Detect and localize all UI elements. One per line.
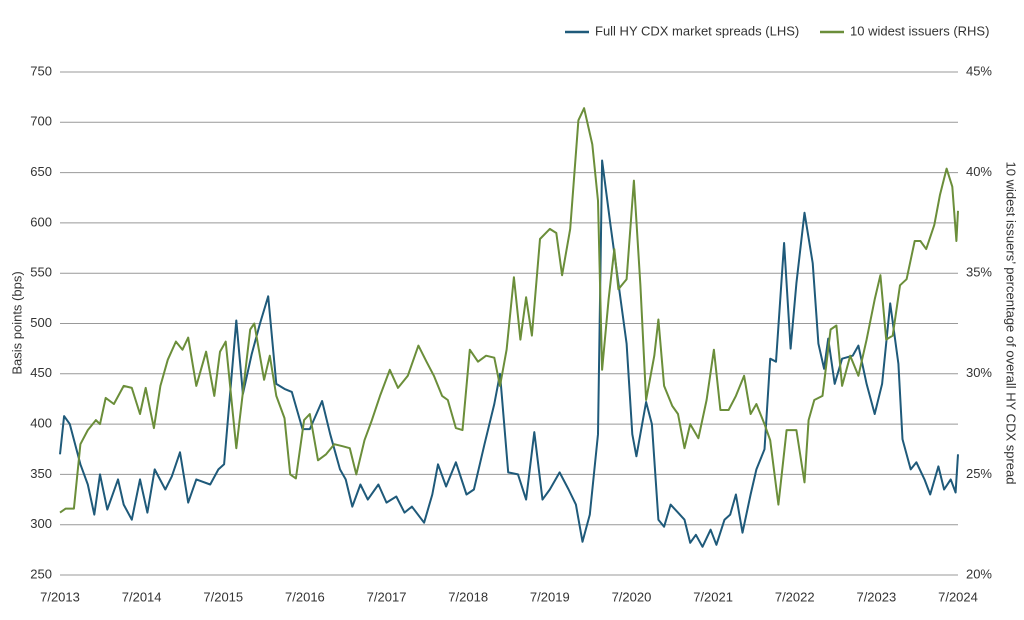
y2-tick-label: 25% xyxy=(966,466,992,481)
y-tick-label: 300 xyxy=(30,516,52,531)
y-axis-label: Basis points (bps) xyxy=(9,271,24,374)
x-tick-label: 7/2017 xyxy=(367,589,407,604)
y-tick-label: 450 xyxy=(30,365,52,380)
y-tick-label: 750 xyxy=(30,63,52,78)
x-tick-label: 7/2020 xyxy=(612,589,652,604)
y2-tick-label: 20% xyxy=(966,566,992,581)
y-tick-label: 700 xyxy=(30,114,52,129)
y2-tick-label: 45% xyxy=(966,63,992,78)
x-tick-label: 7/2021 xyxy=(693,589,733,604)
x-tick-label: 7/2018 xyxy=(448,589,488,604)
y-tick-label: 250 xyxy=(30,566,52,581)
y2-tick-label: 40% xyxy=(966,164,992,179)
y-tick-label: 400 xyxy=(30,416,52,431)
x-tick-label: 7/2022 xyxy=(775,589,815,604)
x-tick-label: 7/2015 xyxy=(203,589,243,604)
series-line xyxy=(59,159,959,548)
x-tick-label: 7/2016 xyxy=(285,589,325,604)
y2-tick-label: 35% xyxy=(966,265,992,280)
y2-tick-label: 30% xyxy=(966,365,992,380)
y-tick-label: 600 xyxy=(30,214,52,229)
series-line xyxy=(59,107,959,514)
x-tick-label: 7/2013 xyxy=(40,589,80,604)
y-tick-label: 500 xyxy=(30,315,52,330)
x-tick-label: 7/2024 xyxy=(938,589,978,604)
x-tick-label: 7/2019 xyxy=(530,589,570,604)
legend-label: Full HY CDX market spreads (LHS) xyxy=(595,23,799,38)
y-tick-label: 550 xyxy=(30,265,52,280)
x-tick-label: 7/2014 xyxy=(122,589,162,604)
y-tick-label: 350 xyxy=(30,466,52,481)
y2-axis-label: 10 widest issuers’ percentage of overall… xyxy=(1004,162,1019,485)
legend-label: 10 widest issuers (RHS) xyxy=(850,23,989,38)
y-tick-label: 650 xyxy=(30,164,52,179)
x-tick-label: 7/2023 xyxy=(856,589,896,604)
